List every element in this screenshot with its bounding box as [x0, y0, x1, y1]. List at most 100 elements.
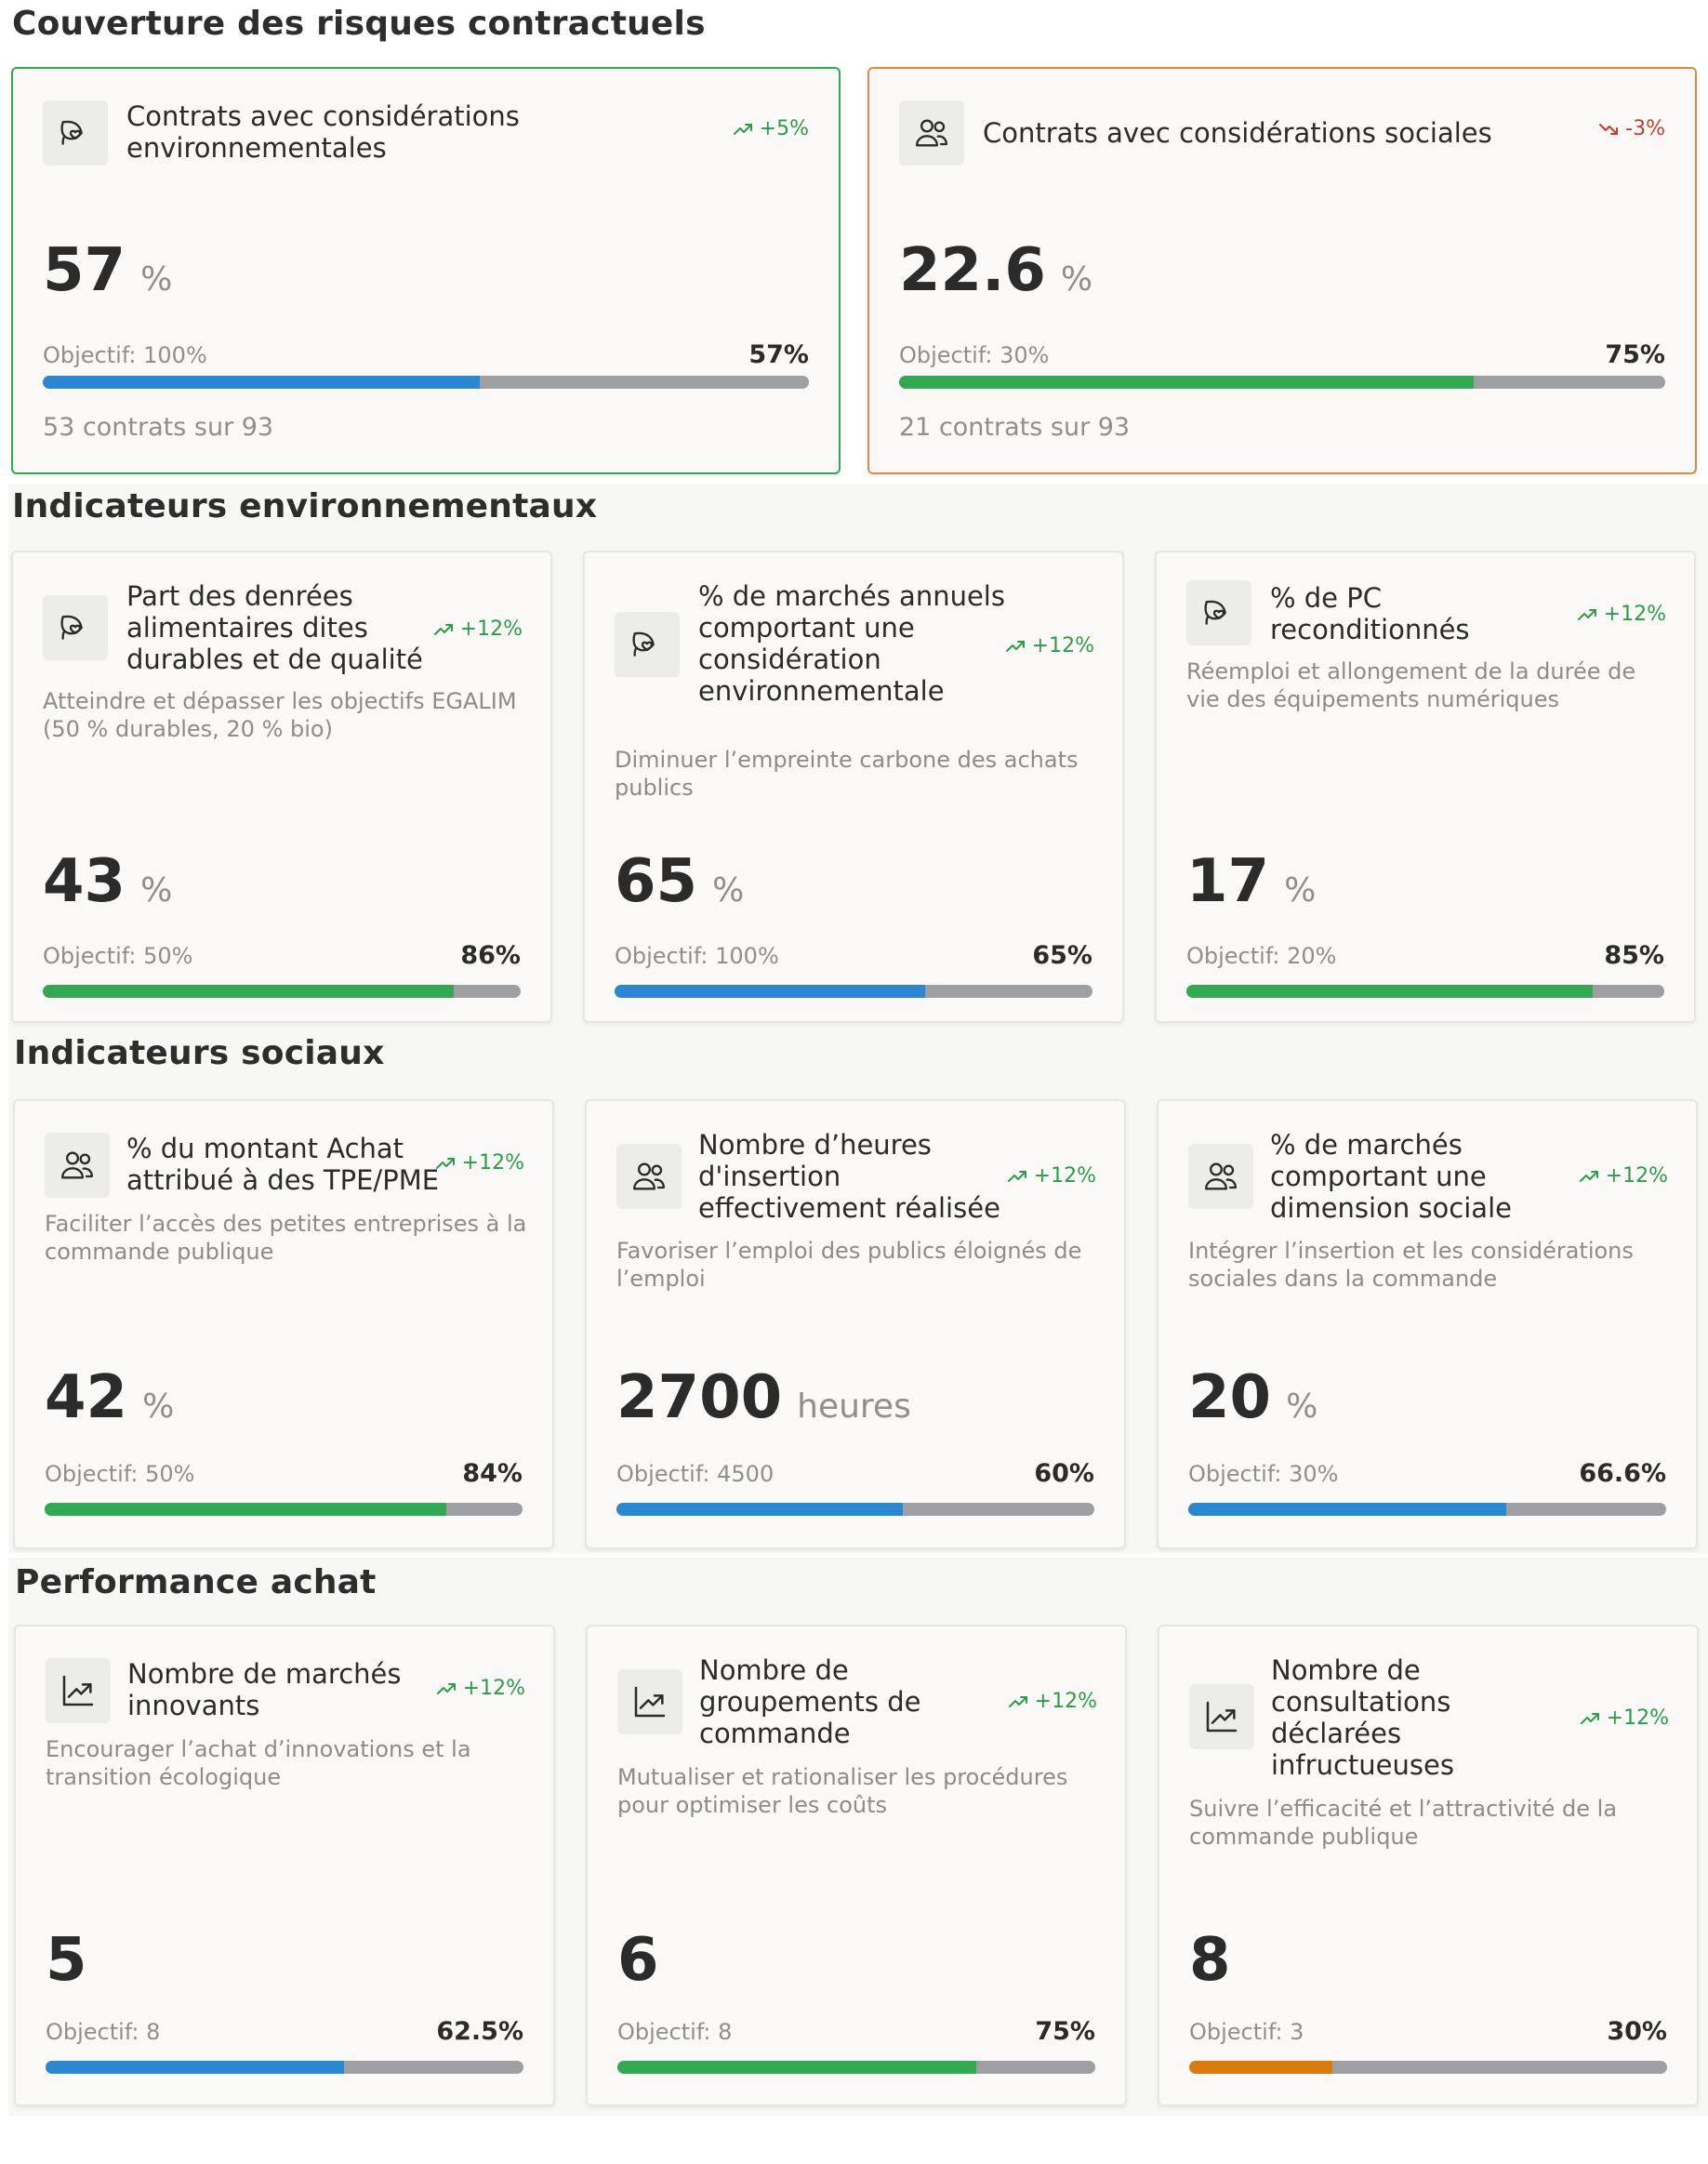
trend-up-icon [433, 623, 453, 635]
section-env-indicators: Indicateurs environnementaux Part des de… [8, 484, 1708, 1032]
objective-label: Objectif: 20% [1186, 943, 1337, 969]
chart-trend-icon [1189, 1684, 1254, 1749]
card-title: Nombre de marchés innovants [127, 1658, 402, 1721]
kpi-value-row: 65 % [615, 847, 744, 916]
trend-value: +12% [1034, 1690, 1097, 1713]
kpi-value-row: 17 % [1186, 847, 1316, 916]
progress-bar [1188, 1503, 1666, 1516]
kpi-card-sustainable-food[interactable]: Part des denrées alimentaires dites dura… [11, 551, 552, 1023]
progress-percent: 66.6% [1579, 1459, 1666, 1488]
card-description: Encourager l’achat d’innovations et la t… [46, 1736, 471, 1790]
card-title: % du montant Achat attribué à des TPE/PM… [126, 1133, 440, 1196]
kpi-card-insertion-hours[interactable]: Nombre d’heures d'insertion effectivemen… [585, 1099, 1126, 1549]
objective-row: Objectif: 30% 75% [899, 340, 1665, 369]
kpi-value: 6 [617, 1926, 659, 1995]
kpi-unit: % [1286, 1387, 1318, 1426]
users-icon [899, 100, 964, 166]
kpi-unit: % [1284, 871, 1317, 909]
progress-bar [43, 985, 521, 998]
card-description: Réemploi et allongement de la durée de v… [1186, 658, 1636, 712]
card-title: % de marchés annuels comportant une cons… [698, 580, 1005, 707]
objective-label: Objectif: 50% [43, 943, 193, 969]
progress-percent: 75% [1035, 2017, 1095, 2046]
chart-trend-icon [46, 1658, 111, 1723]
objective-row: Objectif: 4500 60% [616, 1459, 1094, 1488]
trend-value: +12% [1606, 1706, 1669, 1730]
progress-percent: 62.5% [436, 2017, 523, 2046]
kpi-card-unsuccessful-consultations[interactable]: Nombre de consultations déclarées infruc… [1158, 1625, 1699, 2106]
objective-row: Objectif: 100% 65% [615, 941, 1092, 970]
section-title: Couverture des risques contractuels [12, 5, 706, 43]
trend-up-icon [435, 1157, 455, 1169]
card-description: Faciliter l’accès des petites entreprise… [45, 1211, 527, 1265]
trend-indicator: +12% [1006, 1164, 1096, 1188]
kpi-value: 43 [43, 847, 126, 916]
trend-value: +12% [461, 1151, 524, 1175]
kpi-card-innovative-markets[interactable]: Nombre de marchés innovants +12% Encoura… [14, 1625, 555, 2106]
trend-value: +12% [1605, 1164, 1668, 1188]
progress-bar [616, 1503, 1094, 1516]
kpi-value: 42 [45, 1363, 128, 1432]
trend-indicator: +5% [732, 117, 809, 140]
progress-fill [1189, 2061, 1333, 2074]
kpi-card-env-markets[interactable]: % de marchés annuels comportant une cons… [583, 551, 1124, 1023]
chart-trend-icon [617, 1669, 682, 1734]
progress-percent: 84% [462, 1459, 523, 1488]
progress-fill [43, 985, 455, 998]
objective-row: Objectif: 100% 57% [43, 340, 809, 369]
progress-percent: 75% [1605, 340, 1665, 369]
kpi-card-sme-share[interactable]: % du montant Achat attribué à des TPE/PM… [13, 1099, 554, 1549]
kpi-value-row: 5 [46, 1926, 87, 1995]
leaf-heart-icon [615, 612, 680, 677]
progress-fill [46, 2061, 345, 2074]
kpi-card-purchase-groups[interactable]: Nombre de groupements de commande +12% M… [586, 1625, 1127, 2106]
card-title: Contrats avec considérations sociales [983, 117, 1492, 149]
kpi-card-social-contracts[interactable]: Contrats avec considérations sociales -3… [867, 67, 1697, 474]
trend-value: +12% [1033, 1164, 1096, 1188]
users-icon [1188, 1144, 1253, 1209]
trend-value: -3% [1625, 117, 1665, 140]
objective-row: Objectif: 8 75% [617, 2017, 1095, 2046]
progress-percent: 85% [1604, 941, 1664, 970]
progress-fill [615, 985, 926, 998]
kpi-card-env-contracts[interactable]: Contrats avec considérations environneme… [11, 67, 841, 474]
trend-up-icon [1005, 640, 1025, 652]
card-description: Mutualiser et rationaliser les procédure… [617, 1764, 1068, 1818]
objective-label: Objectif: 100% [615, 943, 779, 969]
trend-up-icon [733, 123, 752, 135]
trend-indicator: -3% [1597, 117, 1665, 140]
trend-value: +12% [1031, 634, 1094, 657]
kpi-value-row: 20 % [1188, 1363, 1317, 1432]
progress-bar [1189, 2061, 1667, 2074]
progress-fill [1188, 1503, 1507, 1516]
contracts-count: 53 contrats sur 93 [43, 413, 274, 442]
trend-up-icon [1580, 1712, 1599, 1724]
progress-percent: 86% [460, 941, 521, 970]
objective-row: Objectif: 3 30% [1189, 2017, 1667, 2046]
progress-percent: 65% [1032, 941, 1092, 970]
objective-label: Objectif: 8 [46, 2019, 161, 2045]
progress-bar [617, 2061, 1095, 2074]
trend-down-icon [1599, 123, 1619, 135]
card-title: Contrats avec considérations environneme… [126, 100, 520, 164]
kpi-card-social-markets[interactable]: % de marchés comportant une dimension so… [1157, 1099, 1698, 1549]
progress-fill [1186, 985, 1593, 998]
leaf-heart-icon [43, 100, 108, 166]
kpi-value-row: 6 [617, 1926, 659, 1995]
kpi-value: 22.6 [899, 236, 1046, 305]
progress-bar [1186, 985, 1664, 998]
kpi-card-refurbished-pc[interactable]: % de PC reconditionnés +12% Réemploi et … [1155, 551, 1696, 1023]
trend-indicator: +12% [1004, 634, 1094, 657]
section-social-indicators: Indicateurs sociaux % du montant Achat a… [8, 1032, 1708, 1553]
progress-bar [43, 376, 809, 389]
trend-indicator: +12% [1007, 1690, 1097, 1713]
objective-row: Objectif: 20% 85% [1186, 941, 1664, 970]
card-title: Nombre de consultations déclarées infruc… [1271, 1654, 1454, 1781]
trend-value: +12% [1603, 603, 1666, 626]
progress-bar [899, 376, 1665, 389]
kpi-unit: % [1060, 260, 1093, 299]
card-title: Part des denrées alimentaires dites dura… [126, 580, 423, 675]
kpi-value: 8 [1189, 1926, 1231, 1995]
users-icon [45, 1133, 110, 1198]
